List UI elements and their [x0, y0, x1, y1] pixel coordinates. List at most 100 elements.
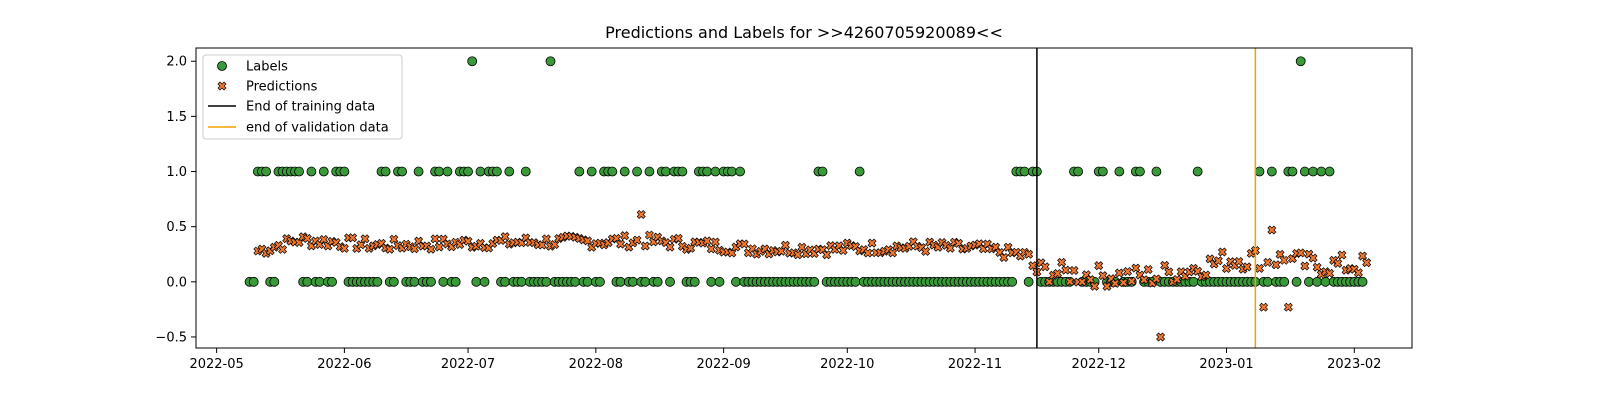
- label-point: [615, 276, 626, 287]
- prediction-point: [822, 250, 832, 260]
- prediction-point: [409, 244, 419, 254]
- prediction-point: [1061, 265, 1071, 275]
- legend-predictions-text: Predictions: [246, 80, 318, 95]
- label-point: [1304, 276, 1314, 287]
- label-point: [726, 166, 737, 177]
- label-point: [850, 276, 861, 287]
- label-point: [1279, 276, 1290, 287]
- prediction-point: [1213, 256, 1223, 266]
- label-point: [735, 166, 746, 177]
- label-point: [388, 276, 399, 287]
- label-point: [1192, 166, 1203, 177]
- label-point: [632, 166, 642, 177]
- prediction-point: [1296, 248, 1306, 258]
- label-point: [574, 166, 585, 177]
- label-point: [1262, 276, 1273, 287]
- label-point: [409, 276, 420, 287]
- prediction-point: [1085, 275, 1095, 285]
- label-point: [327, 276, 337, 287]
- label-point: [1114, 166, 1125, 177]
- legend-labels-marker: [217, 61, 227, 71]
- prediction-point: [1279, 255, 1289, 265]
- prediction-point: [541, 234, 551, 244]
- chart-title: Predictions and Labels for >>42607059200…: [605, 23, 1003, 42]
- label-point: [689, 276, 700, 287]
- prediction-point: [1353, 268, 1363, 278]
- label-point: [1254, 166, 1265, 177]
- x-tick-label: 2022-12: [1072, 357, 1126, 372]
- prediction-point: [339, 243, 349, 253]
- label-point: [438, 276, 449, 287]
- prediction-point: [1123, 267, 1133, 277]
- prediction-point: [867, 238, 877, 248]
- prediction-point: [1283, 302, 1293, 312]
- label-point: [628, 276, 638, 287]
- label-point: [545, 56, 556, 67]
- prediction-point: [1090, 281, 1100, 291]
- label-point: [1320, 276, 1331, 287]
- y-axis: −0.5 0.0 0.5 1.0 1.5 2.0: [155, 55, 196, 345]
- label-point: [1357, 276, 1368, 287]
- label-point: [706, 276, 717, 287]
- label-point: [450, 276, 461, 287]
- label-point: [570, 276, 581, 287]
- label-point: [1316, 166, 1327, 177]
- prediction-point: [1234, 257, 1244, 267]
- prediction-point: [702, 236, 712, 246]
- x-tick-label: 2022-11: [948, 357, 1002, 372]
- prediction-point: [1102, 281, 1112, 291]
- prediction-point: [838, 245, 848, 255]
- label-point: [314, 276, 325, 287]
- prediction-point: [999, 253, 1009, 262]
- label-point: [475, 166, 486, 177]
- label-point: [1135, 166, 1145, 177]
- legend: Labels Predictions End of training data …: [202, 54, 403, 140]
- x-tick-label: 2022-06: [317, 357, 371, 372]
- prediction-point: [1337, 250, 1347, 260]
- label-point: [595, 276, 605, 287]
- prediction-point: [636, 210, 646, 220]
- x-tick-label: 2022-09: [696, 357, 750, 372]
- label-point: [397, 166, 408, 177]
- label-point: [1097, 166, 1108, 177]
- prediction-point: [1333, 258, 1343, 268]
- label-point: [854, 166, 865, 177]
- prediction-point: [1201, 270, 1211, 280]
- prediction-point: [385, 244, 395, 254]
- prediction-point: [1077, 277, 1087, 287]
- prediction-point: [434, 242, 444, 252]
- prediction-point: [360, 234, 370, 244]
- label-point: [380, 166, 391, 177]
- label-point: [1312, 276, 1323, 287]
- prediction-point: [793, 250, 803, 260]
- label-point: [372, 276, 383, 287]
- prediction-point: [1217, 247, 1227, 257]
- plot-frame: [195, 47, 1413, 349]
- label-point: [1308, 166, 1318, 177]
- prediction-point: [1271, 260, 1281, 270]
- y-tick-label: 1.0: [166, 165, 187, 180]
- prediction-point: [1118, 278, 1128, 288]
- label-point: [434, 166, 445, 177]
- label-point: [731, 276, 741, 287]
- label-point: [809, 276, 820, 287]
- label-point: [339, 166, 350, 177]
- prediction-point: [710, 237, 720, 247]
- prediction-point: [1057, 257, 1067, 267]
- label-point: [640, 276, 651, 287]
- prediction-point: [1131, 263, 1141, 273]
- label-point: [1291, 276, 1302, 287]
- label-point: [261, 166, 271, 177]
- label-point: [541, 276, 552, 287]
- label-point: [413, 166, 424, 177]
- prediction-point: [1156, 332, 1166, 342]
- label-point: [471, 276, 482, 287]
- label-point: [442, 166, 453, 177]
- prediction-point: [888, 248, 898, 258]
- label-point: [619, 166, 630, 177]
- prediction-point: [1127, 276, 1137, 286]
- prediction-point: [278, 244, 288, 254]
- x-tick-label: 2022-07: [441, 357, 495, 372]
- prediction-point: [739, 239, 749, 249]
- prediction-point: [620, 231, 630, 241]
